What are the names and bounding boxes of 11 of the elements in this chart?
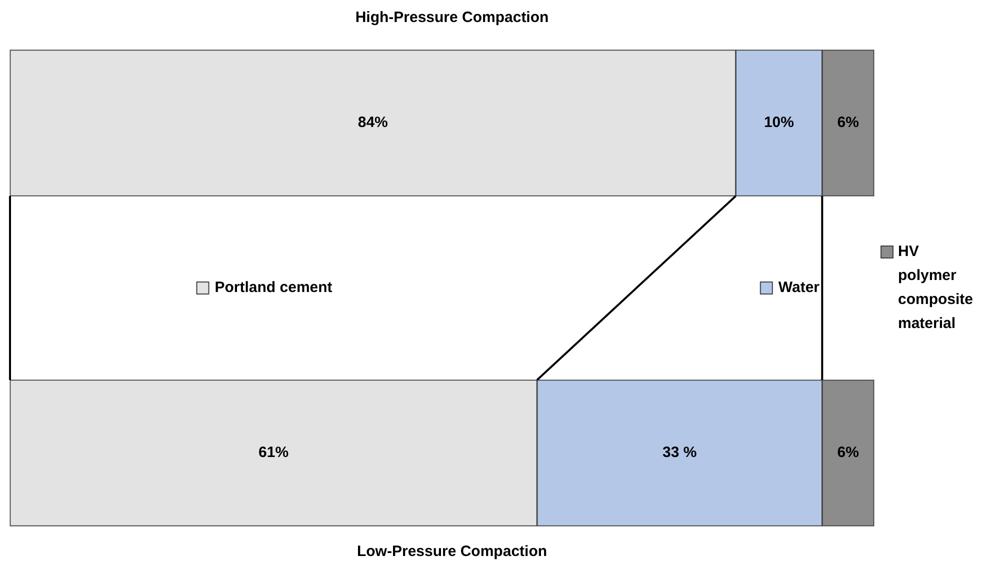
- data-label: 6%: [837, 444, 859, 462]
- legend-label: Water: [778, 279, 820, 296]
- data-label: 61%: [258, 444, 289, 462]
- y-tick-label: High-Pressure Compaction: [355, 9, 549, 26]
- data-label: 6%: [837, 114, 859, 132]
- y-tick-label: Low-Pressure Compaction: [356, 543, 548, 560]
- data-label: 10%: [764, 114, 794, 132]
- legend-label: HV polymer composite material: [898, 243, 974, 332]
- legend-label: Portland cement: [214, 279, 332, 296]
- data-label: 84%: [358, 114, 388, 132]
- data-label: 33 %: [662, 444, 697, 462]
